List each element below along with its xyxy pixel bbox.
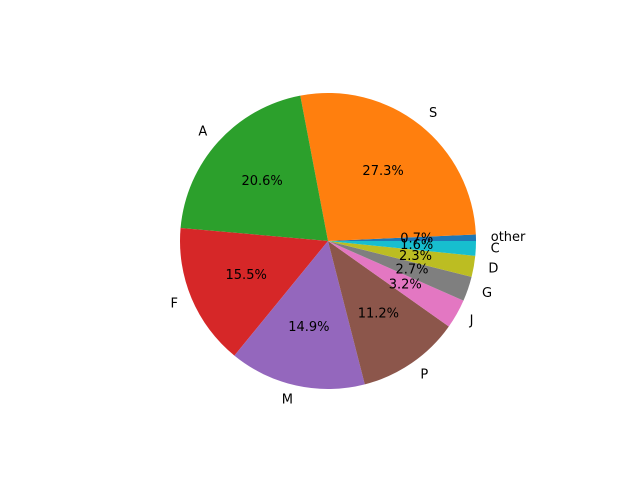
pie-slice — [328, 241, 472, 301]
pie-slice — [328, 241, 449, 385]
slice-percent: 2.3% — [399, 249, 432, 264]
slice-label: A — [198, 124, 207, 139]
slice-label: P — [420, 368, 428, 383]
pie-slice — [300, 93, 476, 242]
slice-label: M — [282, 392, 293, 407]
pie-slice — [180, 227, 328, 356]
slice-percent: 14.9% — [288, 320, 329, 335]
pie-slice — [328, 234, 476, 241]
pie-slice — [328, 241, 476, 256]
slice-percent: 3.2% — [389, 277, 422, 292]
pie-slice — [328, 241, 464, 327]
slice-percent: 20.6% — [241, 174, 282, 189]
slice-percent: 27.3% — [362, 164, 403, 179]
slice-label: D — [488, 261, 498, 276]
slice-percent: 11.2% — [358, 307, 399, 322]
slice-label: F — [171, 297, 178, 312]
slice-label: other — [491, 230, 526, 245]
slice-label: G — [482, 286, 492, 301]
slice-percent: 1.6% — [400, 238, 433, 253]
pie-slice — [234, 241, 365, 390]
slice-percent: 15.5% — [226, 268, 267, 283]
slice-percent: 0.7% — [400, 232, 433, 247]
slice-label: S — [429, 106, 437, 121]
pie-slice — [180, 95, 328, 241]
slice-label: J — [469, 314, 474, 329]
pie-slice — [328, 241, 476, 277]
slice-percent: 2.7% — [395, 262, 428, 277]
slice-label: C — [491, 242, 500, 257]
